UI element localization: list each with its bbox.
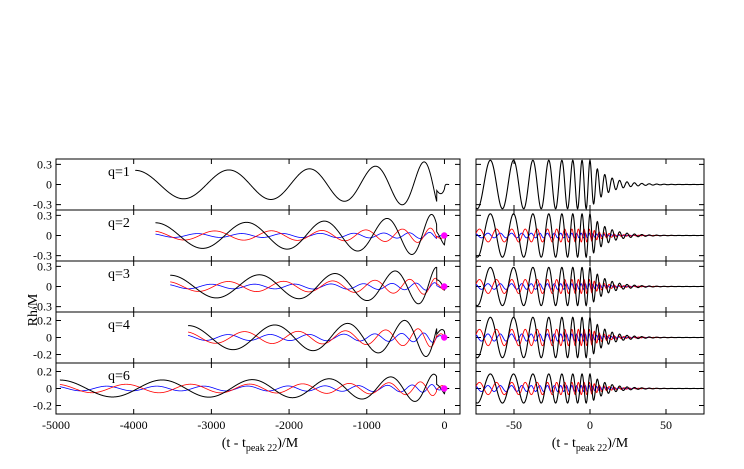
left-waveforms bbox=[155, 213, 450, 255]
series-h33-left bbox=[59, 381, 450, 397]
y-tick-label: 0.3 bbox=[37, 208, 52, 222]
panels: 0.3 0 -0.3 q=1 0.3 0 -0.3 q=2 0.3 0 -0.3 q=3 0.2 0 -0.… bbox=[33, 157, 705, 432]
y-tick-label: 0.2 bbox=[37, 365, 52, 379]
x-tick-label: -3000 bbox=[197, 418, 225, 432]
merger-marker bbox=[441, 385, 448, 392]
right-x-axis-label-main: (t - t bbox=[552, 436, 576, 451]
series-h33-left bbox=[170, 277, 450, 295]
panel-q6 bbox=[55, 362, 705, 415]
y-tick-label: 0 bbox=[46, 229, 52, 243]
right-waveforms bbox=[476, 212, 704, 259]
panel-q1 bbox=[55, 158, 705, 211]
y-tick-label: 0.3 bbox=[37, 157, 52, 171]
y-tick-label: -0.3 bbox=[33, 249, 52, 263]
right-x-axis-label: (t - tpeak 22)/M bbox=[552, 436, 629, 454]
series-h22-left bbox=[170, 266, 450, 305]
series-h22-right bbox=[476, 212, 704, 259]
x-tick-label: 0 bbox=[587, 418, 593, 432]
left-x-axis-label-tail: )/M bbox=[277, 436, 299, 451]
panel-q2 bbox=[55, 209, 705, 262]
series-h22-right bbox=[476, 372, 704, 404]
right-waveforms bbox=[476, 315, 704, 359]
left-waveforms bbox=[188, 319, 450, 358]
left-x-axis-label-main: (t - t bbox=[222, 436, 246, 451]
merger-marker bbox=[441, 283, 448, 290]
series-h33-left bbox=[188, 328, 450, 348]
y-tick-label: 0 bbox=[46, 331, 52, 345]
y-tick-label: -0.3 bbox=[33, 198, 52, 212]
panel-label: q=4 bbox=[108, 318, 130, 333]
y-tick-label: -0.2 bbox=[33, 399, 52, 413]
right-x-axis-label-tail: )/M bbox=[607, 436, 629, 451]
series-h22-right bbox=[476, 315, 704, 359]
panel-label: q=3 bbox=[108, 267, 130, 282]
y-tick-label: 0.2 bbox=[37, 314, 52, 328]
right-waveforms bbox=[476, 159, 704, 210]
series-h44-left bbox=[59, 384, 450, 393]
merger-marker bbox=[441, 334, 448, 341]
x-tick-label: -50 bbox=[506, 418, 522, 432]
left-x-axis-label-sub: peak 22 bbox=[246, 443, 277, 454]
x-tick-label: -2000 bbox=[275, 418, 303, 432]
x-tick-label: -1000 bbox=[353, 418, 381, 432]
right-waveforms bbox=[476, 372, 704, 404]
panel-label: q=1 bbox=[108, 165, 130, 180]
series-h44-left bbox=[188, 332, 450, 343]
left-waveforms bbox=[59, 373, 450, 402]
y-tick-label: -0.3 bbox=[33, 300, 52, 314]
series-h22-left bbox=[155, 213, 450, 255]
left-waveforms bbox=[135, 161, 450, 206]
right-waveforms bbox=[476, 266, 704, 307]
series-h22-left bbox=[59, 373, 450, 402]
y-tick-label: 0.3 bbox=[37, 259, 52, 273]
x-tick-label: -5000 bbox=[42, 418, 70, 432]
merger-marker bbox=[441, 232, 448, 239]
y-tick-label: 0 bbox=[46, 382, 52, 396]
y-tick-label: 0 bbox=[46, 178, 52, 192]
right-x-axis-label-sub: peak 22 bbox=[576, 443, 607, 454]
x-tick-label: -4000 bbox=[120, 418, 148, 432]
panel-q4 bbox=[55, 311, 705, 364]
series-h22-left bbox=[135, 161, 450, 206]
y-tick-label: -0.2 bbox=[33, 348, 52, 362]
x-tick-label: 50 bbox=[660, 418, 672, 432]
panel-q3 bbox=[55, 260, 705, 313]
y-axis-label: Rh/M bbox=[26, 293, 41, 326]
left-x-axis-label: (t - tpeak 22)/M bbox=[222, 436, 299, 454]
series-h22-right bbox=[476, 159, 704, 210]
x-tick-label: 0 bbox=[441, 418, 447, 432]
left-waveforms bbox=[170, 266, 450, 305]
series-h22-left bbox=[188, 319, 450, 358]
series-h22-right bbox=[476, 266, 704, 307]
y-tick-label: 0 bbox=[46, 280, 52, 294]
panel-label: q=2 bbox=[108, 216, 130, 231]
panel-label: q=6 bbox=[108, 369, 130, 384]
